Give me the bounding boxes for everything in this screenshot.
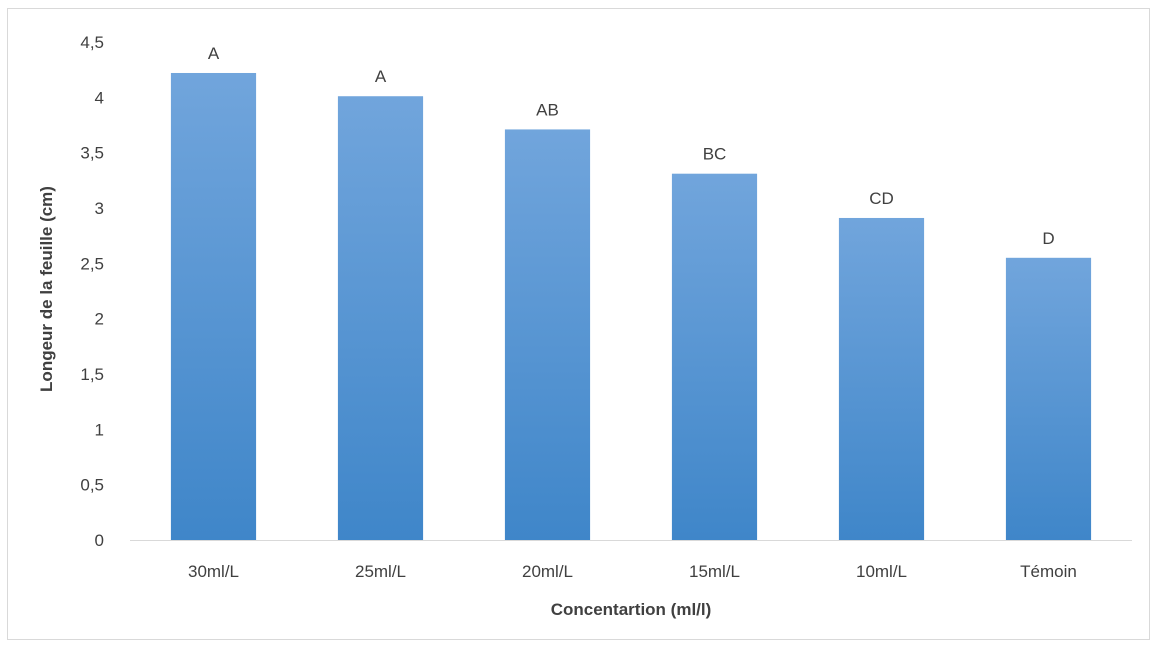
x-axis-ticks: 30ml/L 25ml/L 20ml/L 15ml/L 10ml/L Témoin — [188, 562, 1077, 581]
x-tick-label: 15ml/L — [689, 562, 740, 581]
data-label: CD — [869, 189, 894, 208]
bar — [337, 96, 424, 540]
data-labels: A A AB BC CD D — [208, 44, 1055, 248]
bar-chart: 0 0,5 1 1,5 2 2,5 3 3,5 4 4,5 30ml/L 25ml/L 20ml/L 1… — [37, 33, 1132, 619]
y-tick-label: 2,5 — [80, 254, 104, 273]
chart-frame: 0 0,5 1 1,5 2 2,5 3 3,5 4 4,5 30ml/L 25ml/L 20ml/L 1… — [7, 8, 1150, 640]
x-tick-label: Témoin — [1020, 562, 1077, 581]
bar — [671, 173, 758, 540]
data-label: BC — [703, 145, 727, 164]
bar — [1005, 257, 1092, 540]
y-tick-label: 2 — [95, 310, 104, 329]
y-tick-label: 1 — [95, 420, 104, 439]
y-axis-title: Longeur de la feuille (cm) — [37, 186, 56, 392]
y-tick-label: 1,5 — [80, 365, 104, 384]
x-tick-label: 30ml/L — [188, 562, 239, 581]
bars — [170, 72, 1092, 540]
bar — [504, 129, 591, 540]
y-tick-label: 0,5 — [80, 476, 104, 495]
y-tick-label: 4,5 — [80, 33, 104, 52]
x-axis-title: Concentartion (ml/l) — [551, 600, 712, 619]
y-tick-label: 4 — [95, 88, 104, 107]
data-label: A — [208, 44, 220, 63]
y-tick-label: 3,5 — [80, 144, 104, 163]
y-axis-ticks: 0 0,5 1 1,5 2 2,5 3 3,5 4 4,5 — [80, 33, 104, 550]
data-label: D — [1042, 229, 1054, 248]
data-label: A — [375, 67, 387, 86]
x-tick-label: 20ml/L — [522, 562, 573, 581]
x-tick-label: 10ml/L — [856, 562, 907, 581]
data-label: AB — [536, 100, 559, 119]
bar — [170, 72, 257, 540]
bar — [838, 217, 925, 540]
y-tick-label: 3 — [95, 199, 104, 218]
y-tick-label: 0 — [95, 531, 104, 550]
x-tick-label: 25ml/L — [355, 562, 406, 581]
